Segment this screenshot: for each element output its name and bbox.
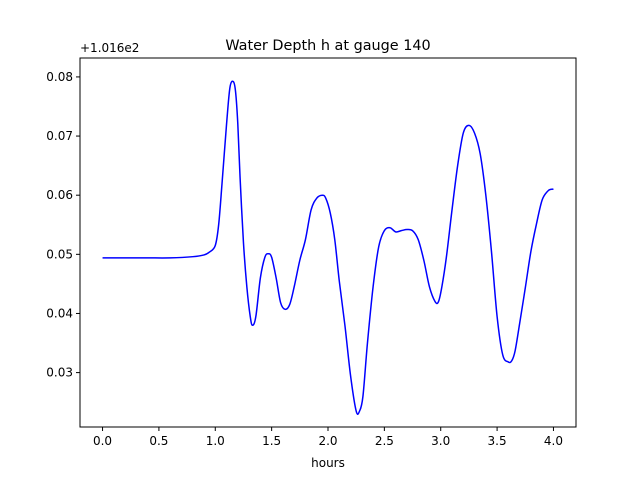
y-tick-label: 0.07 [46, 129, 73, 143]
x-axis-ticks: 0.0 0.5 1.0 1.5 2.0 2.5 3.0 3.5 4.0 [93, 427, 563, 448]
x-axis-label: hours [311, 456, 345, 470]
x-tick-label: 2.0 [318, 434, 337, 448]
y-tick-label: 0.04 [46, 306, 73, 320]
y-axis-ticks: 0.03 0.04 0.05 0.06 0.07 0.08 [46, 70, 80, 380]
x-tick-label: 1.0 [206, 434, 225, 448]
x-tick-label: 0.0 [93, 434, 112, 448]
x-tick-label: 3.5 [488, 434, 507, 448]
y-offset-label: +1.016e2 [80, 41, 139, 55]
x-tick-label: 4.0 [544, 434, 563, 448]
series-line [102, 80, 554, 416]
series-layer [102, 80, 554, 416]
x-tick-label: 3.0 [431, 434, 450, 448]
x-tick-label: 0.5 [149, 434, 168, 448]
plot-area [80, 58, 576, 427]
x-tick-label: 2.5 [375, 434, 394, 448]
x-tick-label: 1.5 [262, 434, 281, 448]
y-tick-label: 0.05 [46, 247, 73, 261]
y-tick-label: 0.06 [46, 188, 73, 202]
chart-title: Water Depth h at gauge 140 [225, 38, 430, 54]
y-tick-label: 0.03 [46, 366, 73, 380]
y-tick-label: 0.08 [46, 70, 73, 84]
